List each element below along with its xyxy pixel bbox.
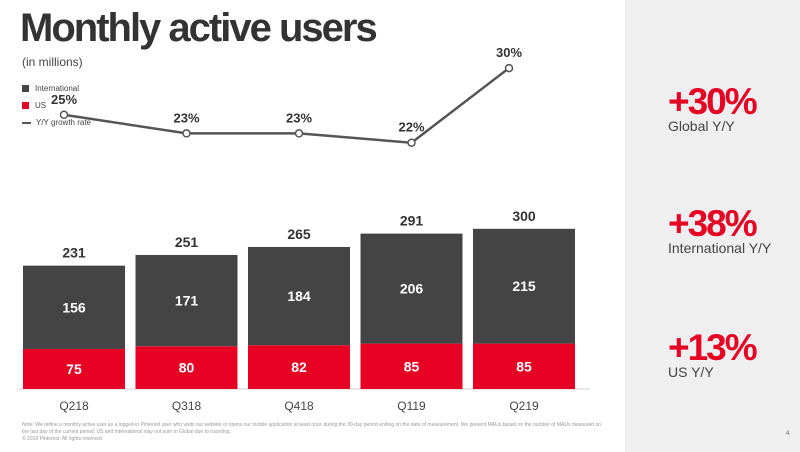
bar-international — [360, 233, 463, 344]
bar-international — [135, 254, 238, 347]
stat-international-value: +38% — [668, 203, 758, 244]
x-tick-label: Q318 — [172, 399, 202, 413]
stat-international: +38% International Y/Y — [668, 203, 772, 256]
growth-rate-point — [59, 110, 69, 119]
x-tick-label: Q119 — [397, 399, 426, 413]
growth-rate-label: 22% — [398, 120, 424, 135]
highlights-panel — [625, 0, 800, 452]
mau-chart: 75 156 231 Q218 80 171 251 Q318 82 184 265 Q418 85 20… — [18, 45, 590, 413]
data-label-international: 215 — [512, 278, 536, 294]
stat-us-value: +13% — [668, 327, 758, 368]
stat-global-value: +30% — [668, 81, 758, 122]
growth-rate-point — [294, 129, 304, 138]
growth-rate-point — [407, 138, 416, 147]
footnote-text: Note: We define a monthly active user as… — [22, 422, 602, 435]
data-label-total: 251 — [175, 234, 199, 250]
legend-item-international: International — [22, 80, 91, 97]
x-tick-label: Q418 — [284, 399, 314, 413]
footnote: Note: We define a monthly active user as… — [22, 422, 602, 443]
bar-us — [23, 348, 125, 389]
growth-rate-line — [63, 67, 510, 145]
growth-rate-label: 30% — [496, 45, 522, 60]
bar-us — [473, 343, 575, 389]
legend-swatch-international — [22, 85, 29, 92]
legend-item-growth-rate: Y/Y growth rate — [22, 114, 91, 131]
legend-swatch-growth-rate — [22, 121, 31, 124]
stat-global-label: Global Y/Y — [668, 118, 735, 134]
data-label-us: 75 — [66, 361, 82, 377]
data-label-total: 265 — [287, 226, 311, 242]
chart-legend: International US Y/Y growth rate — [22, 80, 91, 131]
stat-us: +13% US Y/Y — [668, 327, 758, 380]
legend-swatch-us — [22, 102, 29, 109]
growth-rate-label: 23% — [286, 110, 312, 125]
data-label-international: 184 — [287, 288, 311, 304]
data-label-international: 156 — [62, 299, 86, 315]
data-label-us: 80 — [179, 360, 195, 376]
data-label-us: 85 — [404, 358, 420, 374]
growth-rate-label: 25% — [51, 92, 77, 107]
growth-rate-point — [504, 63, 514, 73]
bar-us — [135, 346, 238, 389]
data-label-total: 300 — [512, 208, 536, 224]
legend-label: Y/Y growth rate — [36, 118, 91, 127]
stat-international-label: International Y/Y — [668, 240, 772, 256]
x-tick-label: Q218 — [59, 399, 89, 413]
copyright-text: © 2019 Pinterest. All rights reserved. — [22, 436, 104, 442]
growth-rate-label: 23% — [173, 110, 199, 125]
data-label-international: 171 — [175, 293, 199, 309]
data-label-us: 82 — [291, 359, 307, 375]
x-tick-label: Q219 — [509, 399, 539, 413]
data-label-international: 206 — [400, 281, 424, 297]
page-title: Monthly active users — [20, 6, 378, 50]
bar-international — [248, 246, 350, 346]
bar-international — [23, 265, 125, 349]
stat-global: +30% Global Y/Y — [668, 81, 758, 134]
legend-label: US — [35, 101, 47, 110]
growth-rate-point — [182, 129, 191, 138]
data-label-total: 291 — [400, 213, 424, 229]
data-label-total: 231 — [62, 245, 86, 261]
bar-us — [248, 345, 350, 389]
legend-item-us: US — [22, 97, 91, 114]
chart-subtitle: (in millions) — [22, 55, 83, 69]
legend-label: International — [35, 84, 80, 93]
page-number: 4 — [786, 431, 790, 437]
bar-international — [473, 228, 575, 344]
stat-us-label: US Y/Y — [668, 364, 714, 380]
bar-us — [360, 343, 463, 389]
data-label-us: 85 — [516, 358, 532, 374]
